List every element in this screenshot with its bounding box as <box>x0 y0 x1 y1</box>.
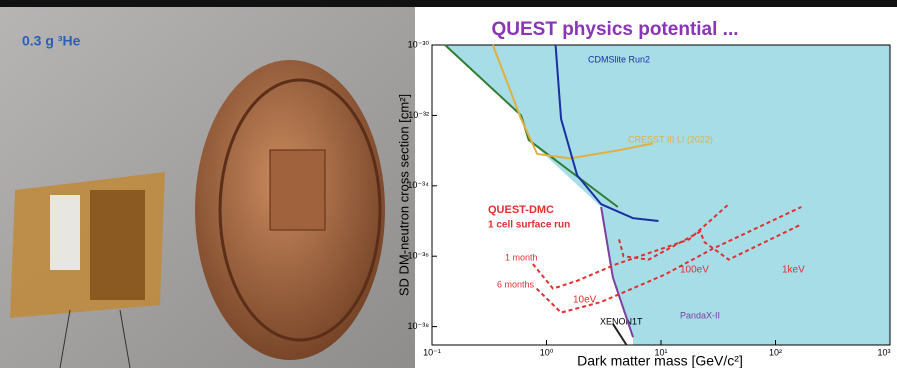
series-label: 1 month <box>505 252 538 262</box>
annotation: 100eV <box>680 265 709 276</box>
series-label: 6 months <box>497 279 535 289</box>
x-tick-label: 10⁻¹ <box>423 347 441 357</box>
y-axis-label: SD DM-neutron cross section [cm²] <box>396 94 411 296</box>
x-tick-label: 10² <box>769 347 782 357</box>
x-tick-label: 10³ <box>877 347 890 357</box>
series-label: CRESST III LI (2022) <box>628 134 713 144</box>
y-tick-label: 10⁻³⁰ <box>408 39 430 49</box>
excluded-region <box>432 45 890 345</box>
series-label: XENON1T <box>600 316 643 326</box>
photo-label: 0.3 g ³He <box>22 33 81 49</box>
top-bar <box>0 0 897 7</box>
chart-title: QUEST physics potential ... <box>491 19 738 40</box>
y-tick-label: 10⁻³⁸ <box>407 321 429 331</box>
series-line <box>613 324 627 345</box>
slide: 0.3 g ³He QUEST physics potential ... Da… <box>0 0 897 368</box>
x-tick-label: 10⁰ <box>540 347 554 357</box>
series-label: PandaX-II <box>680 310 720 320</box>
x-tick-label: 10¹ <box>654 347 667 357</box>
photo <box>0 7 415 368</box>
y-tick-label: 10⁻³² <box>408 110 429 120</box>
annotation: 10eV <box>573 295 597 306</box>
annotation: 1keV <box>782 265 805 276</box>
series-label: CDMSlite Run2 <box>588 54 650 64</box>
y-tick-label: 10⁻³⁶ <box>408 251 430 261</box>
y-tick-label: 10⁻³⁴ <box>407 180 429 190</box>
annotation: 1 cell surface run <box>488 220 570 231</box>
annotation: QUEST-DMC <box>488 204 554 216</box>
